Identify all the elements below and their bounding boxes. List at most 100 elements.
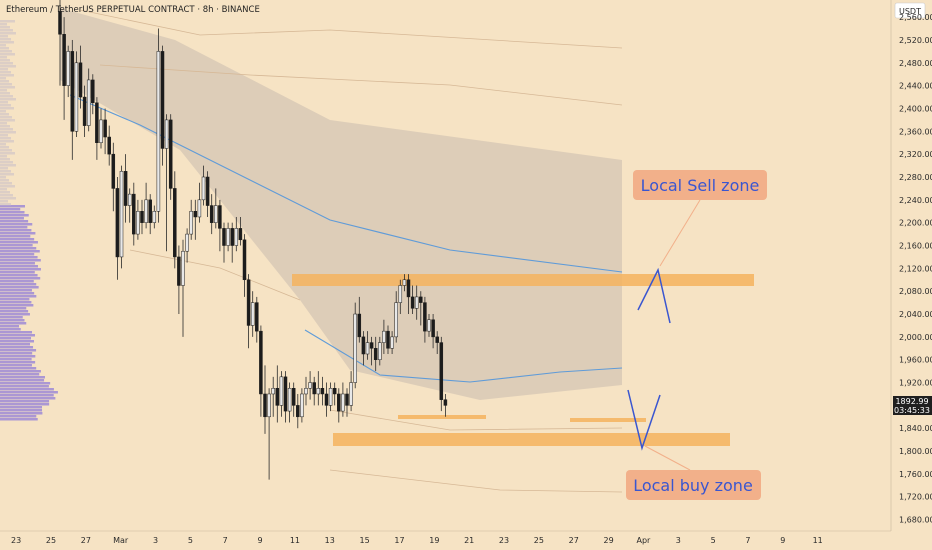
volume-bar: [0, 101, 8, 104]
volume-bar: [0, 62, 13, 65]
volume-bar: [0, 265, 38, 268]
candle-body: [70, 51, 75, 132]
candle-body: [230, 228, 234, 246]
volume-bar: [0, 71, 11, 74]
candle-body: [189, 211, 193, 235]
volume-bar: [0, 80, 9, 83]
candle-body: [86, 79, 91, 126]
volume-bar: [0, 340, 35, 343]
candle-body: [443, 399, 448, 406]
candle: [373, 336, 378, 372]
volume-bar: [0, 83, 12, 86]
y-tick-label: 2,120.00: [899, 264, 932, 273]
x-tick-label: 29: [603, 536, 613, 545]
candle: [140, 199, 144, 235]
volume-bar: [0, 292, 35, 295]
candle-body: [242, 239, 247, 281]
candle-body: [349, 382, 353, 406]
volume-bar: [0, 388, 54, 391]
y-tick-label: 2,240.00: [899, 196, 932, 205]
candle-body: [402, 279, 407, 286]
volume-bar: [0, 29, 13, 32]
candle: [279, 371, 284, 417]
candle: [419, 291, 423, 326]
candle: [205, 171, 210, 217]
candle: [99, 108, 103, 149]
volume-bar: [0, 188, 7, 191]
currency-button[interactable]: [894, 2, 926, 19]
volume-bar: [0, 316, 23, 319]
time-axis: 23 25 27 Mar 3 5 7 9 11 13 15 17 19 21 23 25 27 29 Apr 3 5 7 9…: [0, 530, 932, 550]
candle: [234, 216, 239, 252]
candle: [181, 239, 185, 337]
candle: [304, 376, 308, 406]
x-tick-label: 27: [81, 536, 91, 545]
volume-bar: [0, 313, 30, 316]
candle-body: [132, 193, 136, 235]
candle: [86, 68, 91, 132]
candle: [132, 182, 136, 246]
price-axis: USDT 1,680.00 1,720.00 1,760.00 1,800.00 1,8…: [890, 0, 932, 550]
volume-bar: [0, 268, 41, 271]
volume-bar: [0, 391, 58, 394]
candle: [398, 279, 403, 315]
volume-bar: [0, 155, 7, 158]
x-tick-label: 13: [325, 536, 335, 545]
volume-bar: [0, 262, 35, 265]
candle-body: [107, 136, 111, 155]
volume-bar: [0, 131, 16, 134]
candle: [78, 45, 83, 109]
candle: [115, 177, 120, 280]
candle-body: [435, 336, 439, 343]
candle: [226, 222, 230, 252]
volume-bar: [0, 307, 27, 310]
candle: [386, 325, 390, 354]
volume-bar: [0, 337, 32, 340]
x-tick-label: 3: [153, 536, 158, 545]
candle-body: [390, 336, 394, 349]
candle-body: [386, 330, 390, 349]
y-tick-label: 2,360.00: [899, 127, 932, 136]
candle: [296, 393, 300, 429]
candle: [312, 376, 316, 406]
candle-body: [177, 256, 181, 286]
buy-zone-label: Local buy zone: [633, 476, 753, 495]
volume-bar: [0, 197, 16, 200]
volume-bar: [0, 173, 14, 176]
volume-bar: [0, 406, 43, 409]
volume-bar: [0, 328, 21, 331]
candle: [152, 205, 157, 229]
volume-bar: [0, 376, 45, 379]
volume-bar: [0, 50, 12, 53]
candle-body: [164, 119, 169, 149]
candle-body: [78, 62, 83, 98]
y-tick-label: 2,440.00: [899, 82, 932, 91]
candle: [250, 291, 255, 337]
volume-bar: [0, 119, 15, 122]
candle-body: [398, 285, 403, 303]
candle: [324, 382, 329, 417]
volume-bar: [0, 26, 10, 29]
volume-bar: [0, 110, 6, 113]
volume-bar: [0, 358, 32, 361]
candle-body: [332, 388, 337, 395]
volume-bar: [0, 134, 8, 137]
volume-bar: [0, 247, 37, 250]
candle: [365, 331, 370, 360]
volume-bar: [0, 364, 32, 367]
volume-bar: [0, 223, 33, 226]
candle: [378, 336, 382, 366]
candle-body: [316, 388, 321, 395]
candle: [136, 199, 140, 240]
volume-bar: [0, 409, 43, 412]
volume-bar: [0, 205, 25, 208]
y-tick-label: 2,040.00: [899, 310, 932, 319]
candle: [185, 228, 189, 263]
buy-zone-callout: Local buy zone: [626, 445, 761, 500]
volume-bar: [0, 352, 33, 355]
volume-bar: [0, 149, 12, 152]
volume-bar: [0, 92, 10, 95]
candle-body: [365, 342, 370, 355]
candle-body: [267, 393, 271, 418]
